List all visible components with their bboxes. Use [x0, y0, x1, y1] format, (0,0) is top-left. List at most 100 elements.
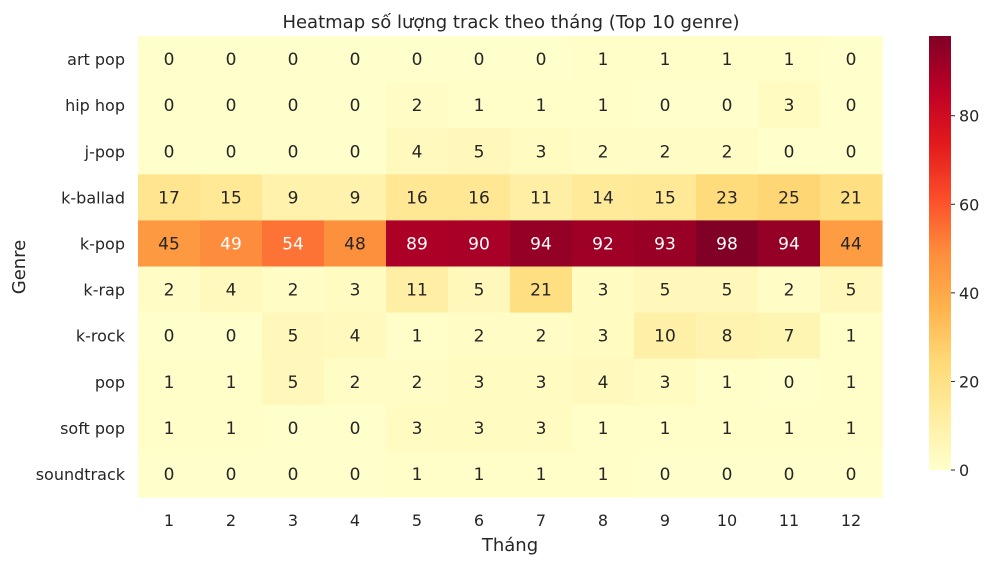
cell-value-label: 0 [350, 50, 361, 70]
heatmap-cell [386, 36, 449, 83]
heatmap-cells: 0 0 0 0 0 0 0 1 1 1 1 00 0 0 0 2 1 1 1 0 0 3 00 0 0 0 4 5 3 2 2 2 0 017 15… [138, 36, 883, 498]
heatmap-cell [758, 450, 821, 498]
cell-value-label: 21 [530, 281, 552, 301]
colorbar-tick-label: 20 [959, 372, 979, 391]
heatmap-cell [262, 450, 325, 498]
y-tick-labels: art pop hip hop j-pop k-ballad k-pop k-rap k-r… [36, 50, 126, 484]
cell-value-label: 0 [288, 419, 299, 439]
cell-value-label: 0 [846, 50, 857, 70]
cell-value-label: 10 [654, 327, 676, 347]
cell-value-label: 4 [226, 281, 237, 301]
cell-value-label: 1 [412, 327, 423, 347]
cell-value-label: 0 [350, 142, 361, 162]
cell-value-label: 98 [716, 234, 738, 254]
cell-value-label: 49 [220, 234, 242, 254]
cell-value-label: 0 [164, 50, 175, 70]
cell-value-label: 9 [350, 188, 361, 208]
cell-value-label: 0 [660, 96, 671, 116]
cell-value-label: 0 [226, 96, 237, 116]
heatmap-cell [758, 220, 821, 268]
cell-value-label: 9 [288, 188, 299, 208]
heatmap-cell [510, 266, 573, 314]
heatmap-cell [820, 82, 883, 129]
cell-value-label: 45 [158, 234, 180, 254]
cell-value-label: 5 [474, 281, 485, 301]
heatmap-cell [262, 404, 325, 452]
cell-value-label: 21 [840, 188, 862, 208]
cell-value-label: 16 [468, 188, 490, 208]
cell-value-label: 7 [784, 327, 795, 347]
cell-value-label: 3 [350, 281, 361, 301]
cell-value-label: 5 [846, 281, 857, 301]
heatmap-cell [386, 450, 449, 498]
y-tick-label: k-ballad [61, 188, 125, 207]
heatmap-cell [324, 174, 387, 221]
heatmap-cell [324, 36, 387, 83]
y-tick-label: k-rock [76, 327, 126, 346]
cell-value-label: 1 [598, 50, 609, 70]
heatmap-cell [572, 220, 635, 268]
heatmap-cell [200, 266, 263, 314]
heatmap-cell [386, 128, 449, 175]
cell-value-label: 1 [722, 50, 733, 70]
cell-value-label: 1 [660, 419, 671, 439]
cell-value-label: 4 [598, 373, 609, 393]
cell-value-label: 5 [474, 142, 485, 162]
heatmap-cell [572, 450, 635, 498]
heatmap-cell [758, 174, 821, 221]
cell-value-label: 2 [474, 327, 485, 347]
cell-value-label: 1 [598, 96, 609, 116]
cell-value-label: 44 [840, 234, 862, 254]
heatmap-cell [510, 358, 573, 406]
cell-value-label: 1 [846, 327, 857, 347]
cell-value-label: 2 [536, 327, 547, 347]
cell-value-label: 5 [660, 281, 671, 301]
x-tick-label: 2 [226, 511, 236, 530]
cell-value-label: 1 [598, 465, 609, 485]
heatmap-cell [448, 358, 511, 406]
heatmap-cell [448, 312, 511, 360]
cell-value-label: 1 [412, 465, 423, 485]
heatmap-cell [634, 174, 697, 221]
heatmap-cell [820, 220, 883, 268]
heatmap-cell [138, 82, 201, 129]
heatmap-cell [634, 358, 697, 406]
heatmap-cell [262, 36, 325, 83]
heatmap-cell [200, 82, 263, 129]
x-tick-label: 12 [841, 511, 861, 530]
cell-value-label: 0 [288, 465, 299, 485]
colorbar-tick-label: 80 [959, 107, 979, 126]
cell-value-label: 0 [288, 96, 299, 116]
cell-value-label: 2 [412, 96, 423, 116]
y-tick-label: pop [95, 373, 125, 392]
heatmap-cell [510, 220, 573, 268]
heatmap-cell [324, 450, 387, 498]
cell-value-label: 0 [846, 142, 857, 162]
cell-value-label: 1 [722, 373, 733, 393]
y-tick-label: art pop [67, 50, 125, 69]
cell-value-label: 0 [288, 142, 299, 162]
heatmap-cell [634, 404, 697, 452]
heatmap-cell [262, 128, 325, 175]
heatmap-cell [820, 174, 883, 221]
cell-value-label: 0 [350, 419, 361, 439]
colorbar-tick-label: 0 [959, 461, 969, 480]
x-tick-label: 8 [598, 511, 608, 530]
cell-value-label: 0 [722, 465, 733, 485]
heatmap-cell [696, 82, 759, 129]
cell-value-label: 0 [784, 465, 795, 485]
heatmap-cell [324, 266, 387, 314]
heatmap-cell [324, 358, 387, 406]
heatmap-cell [200, 450, 263, 498]
cell-value-label: 11 [406, 281, 428, 301]
heatmap-cell [758, 128, 821, 175]
heatmap-cell [634, 312, 697, 360]
cell-value-label: 3 [536, 142, 547, 162]
cell-value-label: 3 [536, 419, 547, 439]
cell-value-label: 1 [660, 50, 671, 70]
heatmap-cell [138, 404, 201, 452]
x-tick-label: 1 [164, 511, 174, 530]
heatmap-cell [820, 358, 883, 406]
colorbar-tick-labels: 0 20 40 60 80 [951, 107, 979, 480]
heatmap-cell [634, 82, 697, 129]
